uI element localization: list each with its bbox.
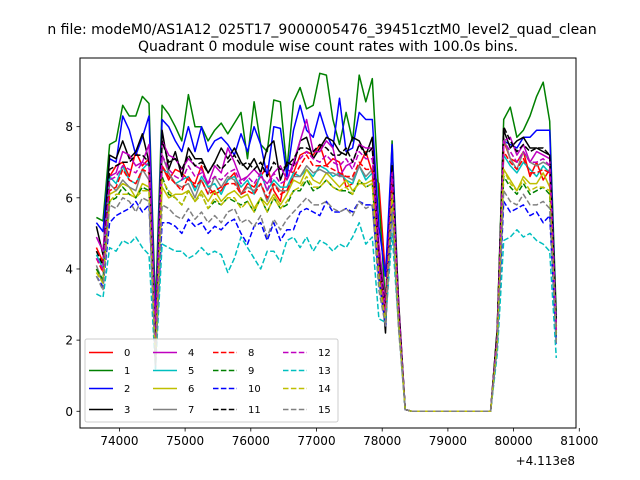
legend-label-7: 7	[188, 405, 194, 416]
legend-label-10: 10	[248, 384, 261, 395]
y-tick-label: 8	[65, 120, 73, 134]
legend-box	[84, 338, 339, 423]
legend-label-4: 4	[188, 348, 194, 359]
legend-label-0: 0	[124, 348, 130, 359]
y-tick-label: 4	[65, 262, 73, 276]
legend-label-12: 12	[318, 348, 331, 359]
legend-label-3: 3	[124, 405, 130, 416]
y-tick-label: 6	[65, 191, 73, 205]
y-tick-label: 0	[65, 405, 73, 419]
legend-label-14: 14	[318, 384, 331, 395]
legend-label-15: 15	[318, 405, 331, 416]
axes-frame	[79, 57, 577, 429]
series-line-15	[95, 189, 558, 413]
x-tick-label: 74000	[100, 434, 138, 448]
x-tick-label: 77000	[297, 434, 335, 448]
y-tick-label: 2	[65, 334, 73, 348]
legend-label-5: 5	[188, 366, 194, 377]
x-tick-label: 80000	[494, 434, 532, 448]
series-line-13	[96, 221, 558, 413]
legend-label-6: 6	[188, 384, 194, 395]
legend-label-2: 2	[124, 384, 130, 395]
y-axis: 0 2 4 6 8	[65, 120, 80, 419]
x-tick-label: 81000	[560, 434, 598, 448]
legend-label-11: 11	[248, 405, 261, 416]
axes-title: Quadrant 0 module wise count rates with …	[138, 39, 518, 55]
legend-label-13: 13	[318, 366, 331, 377]
x-axis: 74000 75000 76000 77000 78000 79000 80000 81000	[100, 428, 598, 448]
legend-label-9: 9	[248, 366, 254, 377]
plot-lines	[95, 72, 558, 413]
x-tick-label: 75000	[166, 434, 204, 448]
figure-suptitle: n file: modeM0/AS1A12_025T17_9000005476_…	[47, 22, 596, 38]
x-tick-label: 76000	[232, 434, 270, 448]
x-offset-label: +4.113e8	[516, 454, 575, 468]
legend-label-1: 1	[124, 366, 130, 377]
legend-label-8: 8	[248, 348, 254, 359]
x-tick-label: 79000	[429, 434, 467, 448]
x-tick-label: 78000	[363, 434, 401, 448]
